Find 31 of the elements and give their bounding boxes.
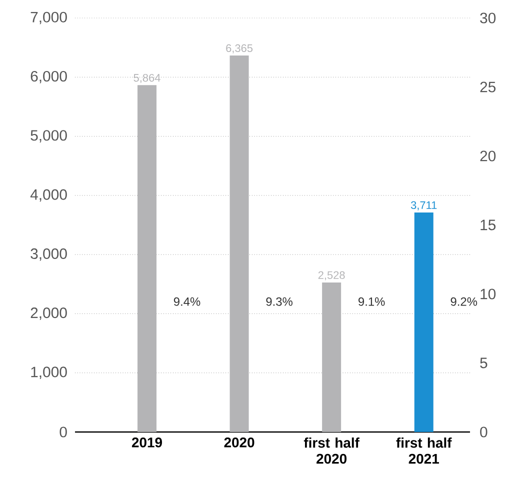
annotation: 9.4% <box>174 297 200 306</box>
x-tick-label: 2020 <box>224 438 254 448</box>
y2-tick-label: 5 <box>480 358 488 368</box>
y-tick-label: 3,000 <box>30 248 67 261</box>
y-tick-label: 0 <box>60 426 67 438</box>
bar <box>414 212 434 432</box>
annotation: 9.1% <box>358 297 385 306</box>
data-label: 6,365 <box>226 44 253 54</box>
y2-tick-label: 30 <box>480 12 496 24</box>
y2-tick-label: 0 <box>480 426 488 438</box>
x-tick-label: first half 2021 <box>396 438 452 464</box>
x-tick-label: 2019 <box>132 438 162 448</box>
data-label: 2,528 <box>318 271 345 280</box>
annotation: 9.3% <box>266 297 292 306</box>
data-label: 3,711 <box>410 201 437 210</box>
x-tick-label: first half 2020 <box>304 438 360 464</box>
y2-tick-label: 20 <box>480 150 496 162</box>
y-tick-label: 7,000 <box>30 12 67 24</box>
y2-tick-label: 25 <box>480 82 496 92</box>
y-tick-label: 5,000 <box>30 130 67 142</box>
bar <box>137 85 156 432</box>
bar <box>322 282 342 432</box>
y-tick-label: 1,000 <box>31 366 67 380</box>
annotation: 9.2% <box>450 297 478 306</box>
y-tick-label: 4,000 <box>30 189 67 202</box>
y2-tick-label: 15 <box>480 220 496 230</box>
y2-tick-label: 10 <box>480 288 496 300</box>
data-label: 5,864 <box>134 74 160 83</box>
y-tick-label: 2,000 <box>30 308 67 320</box>
bar <box>230 56 249 432</box>
y-tick-label: 6,000 <box>30 70 67 84</box>
